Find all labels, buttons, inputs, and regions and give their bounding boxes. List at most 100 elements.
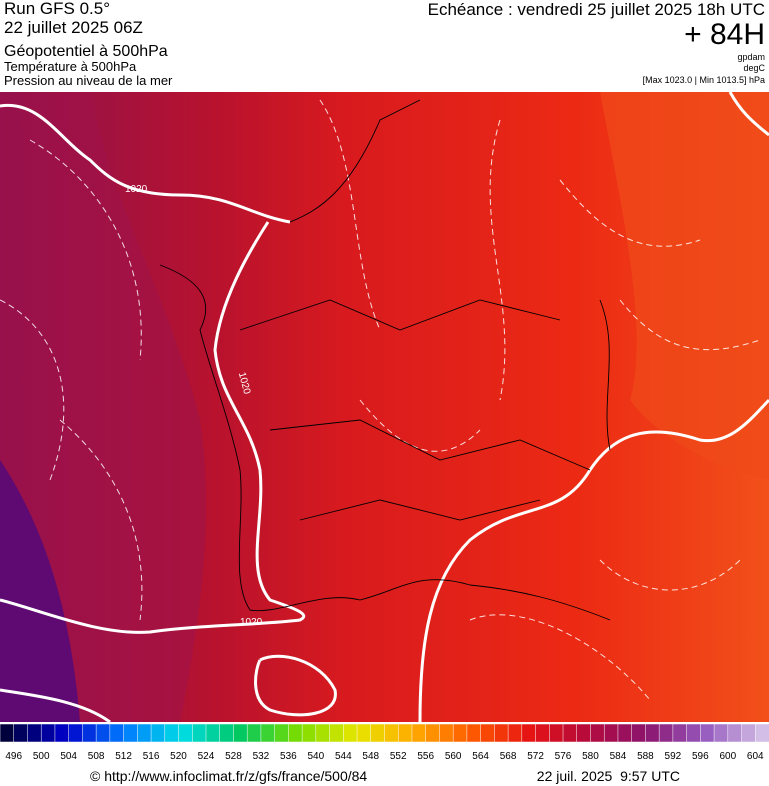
timestamp: 22 juil. 2025 9:57 UTC [537, 768, 680, 784]
colorbar-cell [494, 723, 509, 743]
colorbar-cell [658, 723, 674, 743]
source-url: © http://www.infoclimat.fr/z/gfs/france/… [90, 768, 367, 784]
colorbar-cell [82, 723, 97, 743]
colorbar-label: 536 [280, 751, 297, 762]
colorbar-cell [178, 723, 193, 743]
colorbar-cell [301, 723, 317, 743]
colorbar-label: 588 [637, 751, 654, 762]
colorbar-cell [576, 723, 592, 743]
colorbar-cell [219, 723, 235, 743]
colorbar-label: 592 [665, 751, 682, 762]
field-zone [600, 92, 769, 480]
colorbar-cell [700, 723, 715, 743]
colorbar-cell [549, 723, 564, 743]
colorbar-cell [343, 723, 358, 743]
colorbar-cell [356, 723, 372, 743]
isobar-label: 1020 [240, 617, 263, 628]
colorbar-cell [755, 723, 769, 743]
run: Run GFS 0.5° [4, 0, 110, 18]
colorbar-cell [603, 723, 619, 743]
colorbar-cell [425, 723, 441, 743]
colorbar-cell [562, 723, 578, 743]
colorbar-cell [645, 723, 660, 743]
colorbar-label: 564 [472, 751, 489, 762]
colorbar-label: 528 [225, 751, 242, 762]
colorbar-label: 496 [5, 751, 22, 762]
colorbar-cell [713, 723, 729, 743]
temperature-line [0, 99, 761, 701]
colorbar-label: 532 [253, 751, 270, 762]
colorbar-label: 508 [88, 751, 105, 762]
colorbar-cell [727, 723, 743, 743]
colorbar-label: 604 [747, 751, 764, 762]
colorbar: 496 500 504 508 512 516 520 524 528 532 536 540 544 5… [0, 723, 769, 762]
colorbar-cell [54, 723, 70, 743]
colorbar-cell [13, 723, 29, 743]
field-1: Géopotentiel à 500hPa [4, 43, 168, 60]
field-zone [0, 460, 80, 722]
colorbar-label: 516 [143, 751, 160, 762]
field-2: Température à 500hPa [4, 59, 137, 74]
colorbar-cell [0, 723, 15, 743]
colorbar-cell [590, 723, 605, 743]
run-date: 22 juillet 2025 06Z [4, 18, 143, 37]
colorbar-cell [233, 723, 248, 743]
unit: gpdam [737, 52, 765, 62]
colorbar-cell [507, 723, 523, 743]
colorbar-cell [411, 723, 427, 743]
colorbar-label: 556 [417, 751, 434, 762]
colorbar-cell [109, 723, 125, 743]
colorbar-label: 548 [362, 751, 379, 762]
colorbar-label: 572 [527, 751, 544, 762]
colorbar-cell [466, 723, 482, 743]
colorbar-cell [617, 723, 633, 743]
lead-time: + 84H [684, 18, 765, 51]
colorbar-cell [452, 723, 468, 743]
colorbar-cell [631, 723, 647, 743]
isobar-label: 1020 [125, 184, 148, 195]
colorbar-cell [205, 723, 221, 743]
colorbar-cell [397, 723, 413, 743]
colorbar-cell [315, 723, 331, 743]
colorbar-cell [123, 723, 139, 743]
colorbar-cell [370, 723, 386, 743]
colorbar-cell [40, 723, 56, 743]
colorbar-cell [246, 723, 262, 743]
colorbar-label: 504 [60, 751, 77, 762]
colorbar-cell [535, 723, 551, 743]
field-3: Pression au niveau de la mer [4, 73, 173, 88]
colorbar-label: 512 [115, 751, 132, 762]
colorbar-label: 580 [582, 751, 599, 762]
colorbar-cell [274, 723, 290, 743]
colorbar-cell [672, 723, 688, 743]
colorbar-label: 568 [500, 751, 517, 762]
colorbar-cell [521, 723, 537, 743]
colorbar-label: 576 [555, 751, 572, 762]
colorbar-cell [288, 723, 303, 743]
colorbar-cell [150, 723, 166, 743]
colorbar-cell [164, 723, 180, 743]
field-zone [0, 92, 207, 722]
valid-time: Echéance : vendredi 25 juillet 2025 18h … [428, 0, 765, 19]
colorbar-cell [95, 723, 111, 743]
colorbar-label: 560 [445, 751, 462, 762]
unit: [Max 1023.0 | Min 1013.5] hPa [643, 75, 765, 85]
colorbar-label: 544 [335, 751, 352, 762]
isobar [0, 92, 769, 722]
colorbar-label: 552 [390, 751, 407, 762]
map: 1020 1020 1020 [0, 92, 769, 722]
colorbar-label: 540 [307, 751, 324, 762]
colorbar-label: 524 [198, 751, 215, 762]
colorbar-cell [686, 723, 702, 743]
colorbar-cell [68, 723, 84, 743]
unit: degC [743, 63, 765, 73]
colorbar-label: 600 [719, 751, 736, 762]
colorbar-cell [384, 723, 399, 743]
colorbar-cell [439, 723, 454, 743]
colorbar-label: 584 [610, 751, 627, 762]
borders [159, 99, 611, 621]
colorbar-label: 596 [692, 751, 709, 762]
colorbar-cell [480, 723, 496, 743]
colorbar-cell [27, 723, 42, 743]
